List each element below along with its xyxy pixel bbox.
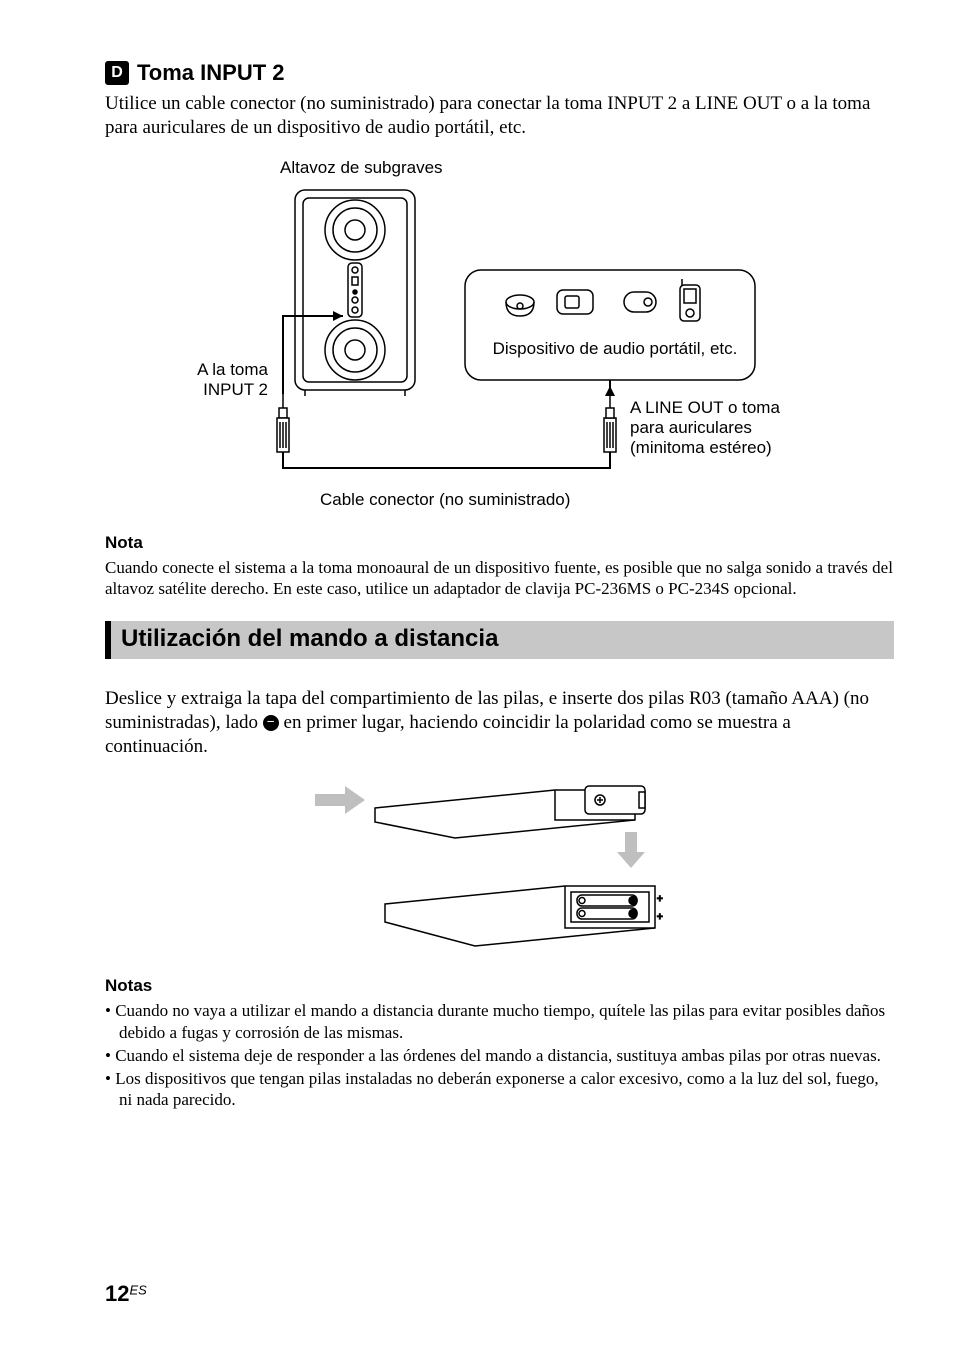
input2-diagram: Altavoz de subgraves A la toma INPUT 2 D… <box>105 150 895 515</box>
remote-diagram: − − + + <box>315 772 685 952</box>
notas-list: Cuando no vaya a utilizar el mando a dis… <box>105 1000 894 1110</box>
label-lineout-l1: A LINE OUT o toma <box>630 398 780 417</box>
section-d-body: Utilice un cable conector (no suministra… <box>105 92 894 140</box>
label-lineout: A LINE OUT o toma para auriculares (mini… <box>630 398 780 459</box>
page-number-value: 12 <box>105 1281 129 1306</box>
notas-item: Los dispositivos que tengan pilas instal… <box>105 1068 894 1111</box>
nota-heading: Nota <box>105 533 894 553</box>
remote-body: Deslice y extraiga la tapa del compartim… <box>105 687 894 758</box>
label-cable: Cable conector (no suministrado) <box>320 490 570 510</box>
svg-text:−: − <box>632 909 637 918</box>
nota-text: Cuando conecte el sistema a la toma mono… <box>105 557 894 600</box>
label-portable: Dispositivo de audio portátil, etc. <box>485 339 745 359</box>
svg-text:−: − <box>632 896 637 905</box>
section-d-title: Toma INPUT 2 <box>137 60 285 86</box>
label-input2: A la toma INPUT 2 <box>180 360 268 401</box>
page-lang: ES <box>129 1283 146 1298</box>
svg-text:+: + <box>657 912 663 923</box>
label-lineout-l3: (minitoma estéreo) <box>630 438 772 457</box>
notas-item: Cuando el sistema deje de responder a la… <box>105 1045 894 1066</box>
label-lineout-l2: para auriculares <box>630 418 752 437</box>
page-number: 12ES <box>105 1281 147 1307</box>
banner-title: Utilización del mando a distancia <box>121 625 884 653</box>
section-d-heading: D Toma INPUT 2 <box>105 60 894 86</box>
letter-d-box: D <box>105 61 129 85</box>
label-input2-l1: A la toma <box>197 360 268 379</box>
minus-icon: − <box>263 715 279 731</box>
section-banner: Utilización del mando a distancia <box>105 621 894 659</box>
label-input2-l2: INPUT 2 <box>203 380 268 399</box>
notas-item: Cuando no vaya a utilizar el mando a dis… <box>105 1000 894 1043</box>
svg-text:+: + <box>657 894 663 905</box>
notas-heading: Notas <box>105 976 894 996</box>
label-subwoofer: Altavoz de subgraves <box>280 158 443 178</box>
